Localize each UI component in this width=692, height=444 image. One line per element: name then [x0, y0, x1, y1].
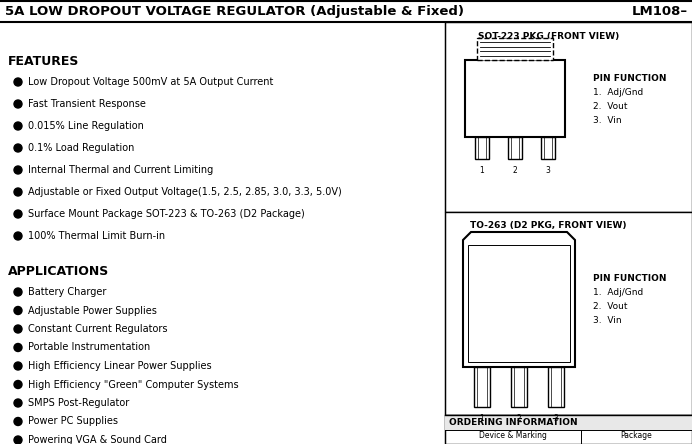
Circle shape — [14, 188, 22, 196]
Polygon shape — [463, 232, 575, 367]
Circle shape — [14, 381, 22, 388]
Text: 2: 2 — [513, 166, 518, 175]
Text: LM108–: LM108– — [632, 4, 688, 17]
Circle shape — [14, 399, 22, 407]
Bar — [473, 367, 490, 407]
Bar — [475, 137, 489, 159]
Text: Portable Instrumentation: Portable Instrumentation — [28, 342, 150, 353]
Text: Adjustable Power Supplies: Adjustable Power Supplies — [28, 305, 157, 316]
Text: 2.  Vout: 2. Vout — [593, 102, 628, 111]
Bar — [508, 137, 522, 159]
Circle shape — [14, 78, 22, 86]
Circle shape — [14, 362, 22, 370]
Text: Package: Package — [621, 431, 653, 440]
Text: SMPS Post-Regulator: SMPS Post-Regulator — [28, 398, 129, 408]
Text: FEATURES: FEATURES — [8, 55, 80, 68]
Bar — [477, 137, 486, 159]
Text: 3: 3 — [554, 414, 558, 423]
Text: Powering VGA & Sound Card: Powering VGA & Sound Card — [28, 435, 167, 444]
Text: 100% Thermal Limit Burn-in: 100% Thermal Limit Burn-in — [28, 231, 165, 241]
Bar — [477, 38, 553, 60]
Text: Battery Charger: Battery Charger — [28, 287, 107, 297]
Text: High Efficiency Linear Power Supplies: High Efficiency Linear Power Supplies — [28, 361, 212, 371]
Bar — [514, 367, 524, 407]
Text: 3: 3 — [546, 166, 551, 175]
Text: APPLICATIONS: APPLICATIONS — [8, 265, 109, 278]
Bar — [511, 367, 527, 407]
Text: Internal Thermal and Current Limiting: Internal Thermal and Current Limiting — [28, 165, 213, 175]
Text: 5A LOW DROPOUT VOLTAGE REGULATOR (Adjustable & Fixed): 5A LOW DROPOUT VOLTAGE REGULATOR (Adjust… — [5, 4, 464, 17]
Bar — [468, 245, 570, 362]
Text: PIN FUNCTION: PIN FUNCTION — [593, 74, 666, 83]
Circle shape — [14, 436, 22, 444]
Text: PIN FUNCTION: PIN FUNCTION — [593, 274, 666, 283]
Circle shape — [14, 306, 22, 314]
Text: 2.  Vout: 2. Vout — [593, 302, 628, 311]
Text: High Efficiency "Green" Computer Systems: High Efficiency "Green" Computer Systems — [28, 380, 239, 389]
Circle shape — [14, 232, 22, 240]
Text: SOT-223 PKG (FRONT VIEW): SOT-223 PKG (FRONT VIEW) — [478, 32, 619, 41]
Text: 0.015% Line Regulation: 0.015% Line Regulation — [28, 121, 144, 131]
Circle shape — [14, 344, 22, 352]
Bar — [511, 137, 519, 159]
Text: Constant Current Regulators: Constant Current Regulators — [28, 324, 167, 334]
Circle shape — [14, 288, 22, 296]
Circle shape — [14, 325, 22, 333]
Circle shape — [14, 166, 22, 174]
Circle shape — [14, 417, 22, 425]
Circle shape — [14, 122, 22, 130]
Text: ORDERING INFORMATION: ORDERING INFORMATION — [449, 418, 578, 427]
Bar — [548, 367, 565, 407]
Bar — [465, 60, 565, 137]
Bar — [445, 415, 692, 444]
Text: 1.  Adj/Gnd: 1. Adj/Gnd — [593, 288, 644, 297]
Circle shape — [14, 210, 22, 218]
Circle shape — [14, 144, 22, 152]
Text: Fast Transient Response: Fast Transient Response — [28, 99, 146, 109]
Bar — [477, 367, 486, 407]
Text: TO-263 (D2 PKG, FRONT VIEW): TO-263 (D2 PKG, FRONT VIEW) — [471, 221, 627, 230]
Bar — [545, 137, 552, 159]
Text: 3.  Vin: 3. Vin — [593, 116, 622, 125]
Bar — [445, 415, 692, 430]
Circle shape — [14, 100, 22, 108]
Text: 0.1% Load Regulation: 0.1% Load Regulation — [28, 143, 134, 153]
Text: Power PC Supplies: Power PC Supplies — [28, 416, 118, 427]
Text: 3.  Vin: 3. Vin — [593, 316, 622, 325]
Text: 2: 2 — [517, 414, 521, 423]
Text: Adjustable or Fixed Output Voltage(1.5, 2.5, 2.85, 3.0, 3.3, 5.0V): Adjustable or Fixed Output Voltage(1.5, … — [28, 187, 342, 197]
Text: 1.  Adj/Gnd: 1. Adj/Gnd — [593, 88, 644, 97]
Bar — [541, 137, 556, 159]
Text: 1: 1 — [480, 166, 484, 175]
Text: Surface Mount Package SOT-223 & TO-263 (D2 Package): Surface Mount Package SOT-223 & TO-263 (… — [28, 209, 304, 219]
Text: Device & Marking: Device & Marking — [479, 431, 547, 440]
Bar — [0, 0, 692, 22]
Bar — [552, 367, 561, 407]
Text: Low Dropout Voltage 500mV at 5A Output Current: Low Dropout Voltage 500mV at 5A Output C… — [28, 77, 273, 87]
Bar — [445, 212, 692, 415]
Bar — [445, 22, 692, 212]
Text: 1: 1 — [480, 414, 484, 423]
